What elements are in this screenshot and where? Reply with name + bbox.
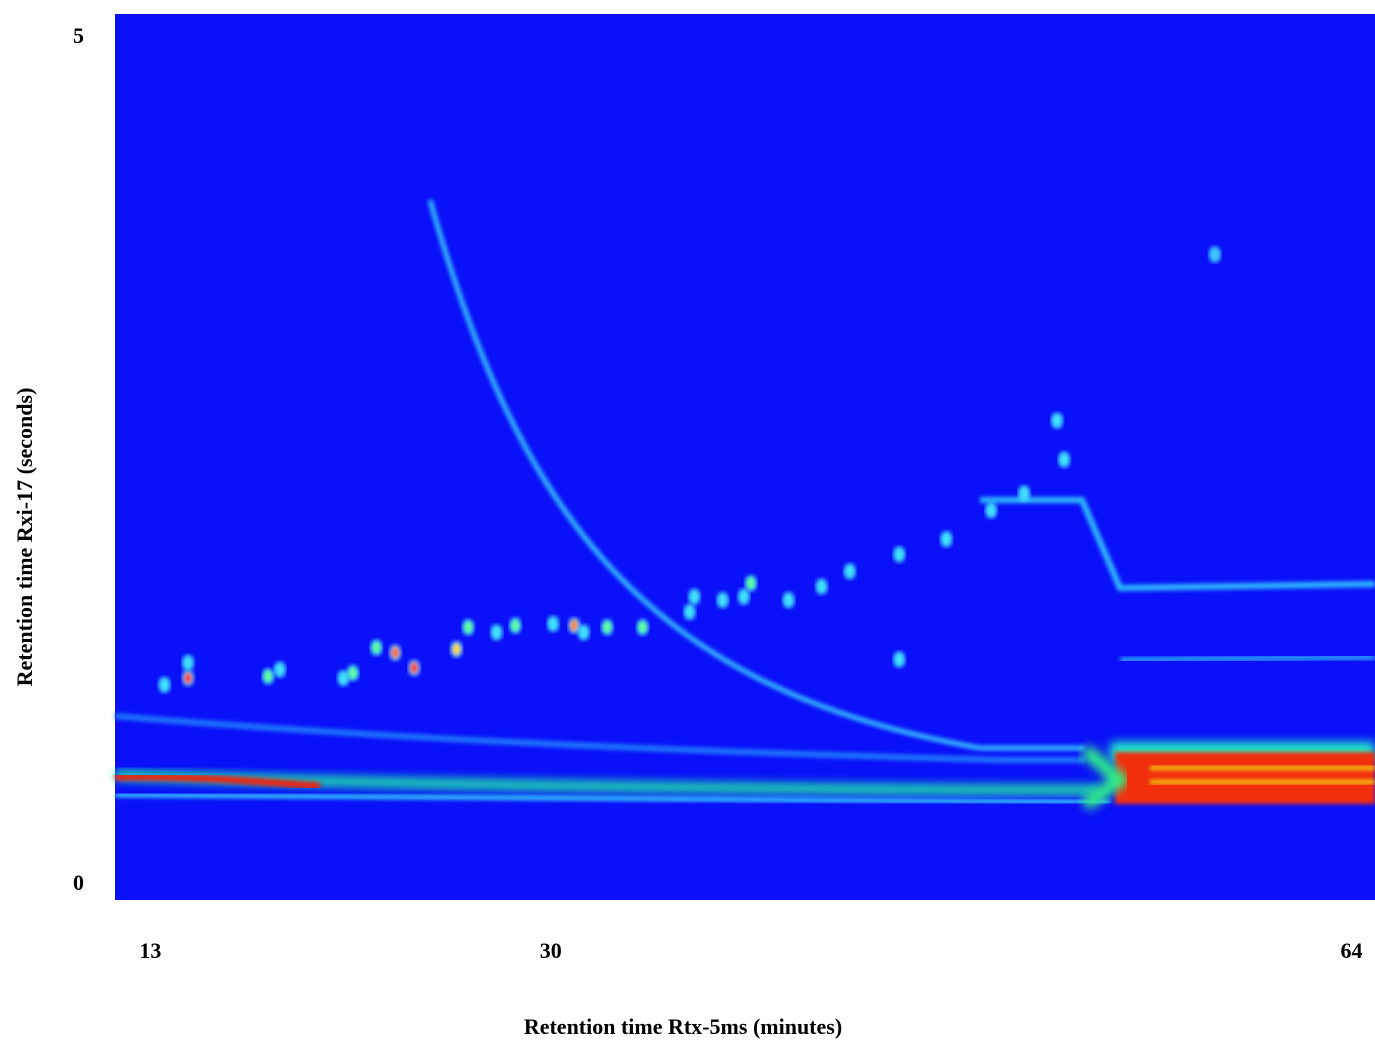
x-axis-label: Retention time Rtx-5ms (minutes)	[524, 1014, 842, 1039]
peak	[894, 652, 904, 666]
peak	[275, 663, 285, 677]
peak	[463, 620, 473, 634]
peak	[784, 593, 794, 607]
chart: Retention time Rtx-5ms (minutes) Retenti…	[0, 0, 1375, 1047]
peak	[689, 590, 699, 604]
y-tick-label: 0	[73, 870, 84, 895]
peak	[371, 641, 381, 655]
y-axis-label: Retention time Rxi-17 (seconds)	[12, 388, 37, 687]
peak	[1210, 248, 1220, 262]
peak	[390, 646, 400, 660]
peak	[548, 617, 558, 631]
peak	[183, 656, 193, 670]
peak	[1052, 414, 1062, 428]
peak	[845, 564, 855, 578]
peak	[451, 642, 461, 656]
peak	[263, 669, 273, 683]
x-tick-label: 13	[139, 938, 161, 963]
peak	[510, 619, 520, 633]
peak	[894, 547, 904, 561]
x-tick-label: 64	[1340, 938, 1362, 963]
peak	[579, 625, 589, 639]
peak	[1019, 486, 1029, 500]
x-tick-label: 30	[540, 938, 562, 963]
peak	[183, 671, 193, 685]
peak	[638, 620, 648, 634]
peak	[817, 580, 827, 594]
peak	[492, 625, 502, 639]
peak	[409, 661, 419, 675]
peak	[718, 593, 728, 607]
y-tick-label: 5	[73, 23, 84, 48]
peak	[159, 678, 169, 692]
peak	[739, 590, 749, 604]
peak	[941, 532, 951, 546]
peak	[746, 576, 756, 590]
peak	[569, 619, 579, 633]
peak	[1059, 453, 1069, 467]
peak	[986, 503, 996, 517]
peak	[685, 605, 695, 619]
peak	[602, 620, 612, 634]
peak	[348, 666, 358, 680]
band	[1120, 657, 1375, 660]
band	[1115, 752, 1375, 804]
